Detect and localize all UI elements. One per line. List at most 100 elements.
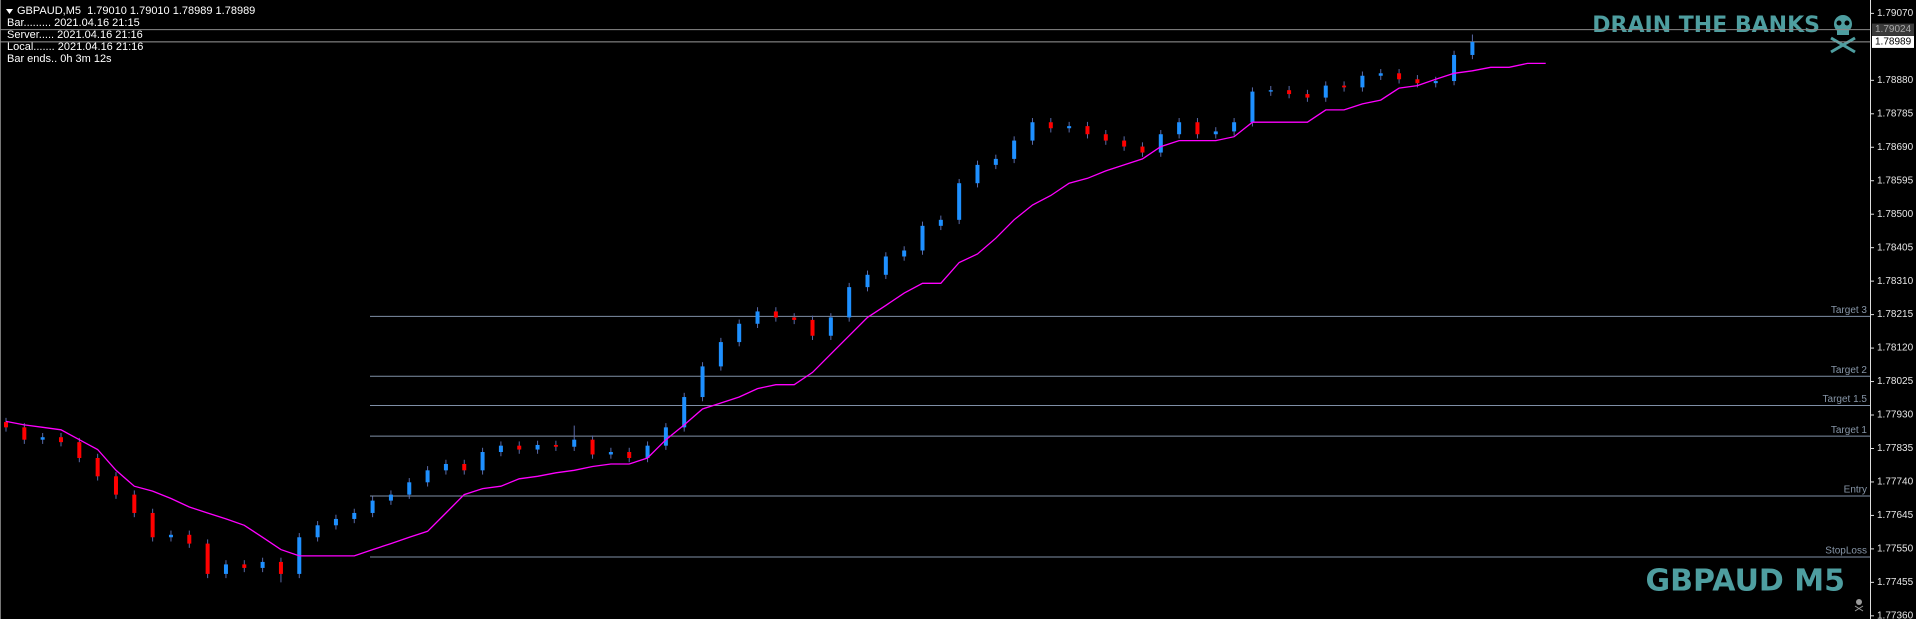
candle-body [205, 543, 210, 574]
y-tick-label: 1.77740 [1877, 477, 1914, 488]
candle-body [443, 463, 448, 471]
candle-body [1470, 41, 1475, 55]
candle-body [22, 427, 27, 440]
info-line: Bar......... 2021.04.16 21:15 [7, 17, 140, 29]
y-tick-label: 1.78690 [1877, 142, 1914, 153]
candle-body [737, 323, 742, 343]
dropdown-icon[interactable] [6, 9, 13, 14]
candle-body [810, 319, 815, 336]
candle-body [315, 525, 320, 538]
y-tick-label: 1.77835 [1877, 443, 1914, 454]
info-line: Bar ends.. 0h 3m 12s [7, 53, 112, 65]
y-tick-label: 1.77645 [1877, 510, 1914, 521]
candle-body [1305, 94, 1310, 98]
level-label: Target 3 [1831, 305, 1868, 316]
candle-body [1250, 91, 1255, 123]
candle-body [150, 512, 155, 538]
candle-body [40, 437, 45, 440]
bid-label: 1.78989 [1875, 37, 1912, 48]
candle-body [847, 287, 852, 318]
candle-body [425, 470, 430, 483]
candle-body [1232, 122, 1237, 132]
candle-body [223, 564, 228, 574]
candle-body [1103, 134, 1108, 141]
candle-body [1378, 73, 1383, 76]
y-tick-label: 1.78120 [1877, 343, 1914, 354]
skull-icon [1830, 15, 1856, 54]
candle-body [627, 452, 632, 458]
candle-body [1433, 81, 1438, 84]
y-tick-label: 1.77550 [1877, 544, 1914, 555]
candle-body [242, 564, 247, 568]
candle-body [1140, 146, 1145, 153]
candle-body [682, 397, 687, 428]
candle-body [1452, 54, 1457, 82]
candle-body [1415, 79, 1420, 84]
candle-body [77, 442, 82, 458]
candle-body [645, 445, 650, 458]
symbol-label: GBPAUD M5 [1646, 564, 1845, 599]
candle-body [663, 427, 668, 446]
candle-body [4, 422, 8, 428]
candle-body [1213, 131, 1218, 135]
candle-body [792, 317, 797, 320]
y-tick-label: 1.78025 [1877, 376, 1914, 387]
candle-body [865, 274, 870, 288]
candle-body [700, 366, 705, 398]
candle-body [498, 445, 503, 453]
candle-body [1177, 122, 1182, 135]
candle-body [1360, 75, 1365, 88]
candle-body [370, 500, 375, 513]
ask-label: 1.79024 [1875, 24, 1912, 35]
candle-body [1085, 126, 1090, 135]
y-tick-label: 1.78500 [1877, 209, 1914, 220]
y-tick-label: 1.78880 [1877, 75, 1914, 86]
candle-body [1067, 126, 1072, 129]
info-line: Local....... 2021.04.16 21:16 [7, 41, 143, 53]
candle-body [975, 164, 980, 184]
candle-body [1012, 140, 1017, 159]
overlay-line [5, 62, 1546, 557]
y-tick-label: 1.78595 [1877, 175, 1914, 186]
level-label: Target 2 [1831, 365, 1868, 376]
candle-body [462, 463, 467, 471]
bid-box [1872, 35, 1914, 48]
candle-body [407, 482, 412, 495]
candle-body [1158, 134, 1163, 153]
candle-body [260, 561, 265, 568]
y-tick-label: 1.78215 [1877, 309, 1914, 320]
candle-body [352, 512, 357, 519]
candle-body [1323, 85, 1328, 98]
candle-body [95, 457, 100, 477]
candle-body [718, 342, 723, 367]
small-skull-icon [1854, 599, 1864, 612]
candle-body [113, 476, 118, 495]
candle-body [535, 444, 540, 450]
y-tick-label: 1.78785 [1877, 108, 1914, 119]
y-tick-label: 1.79070 [1877, 8, 1914, 19]
level-label: StopLoss [1825, 546, 1867, 557]
candle-body [608, 452, 613, 455]
ask-box [1872, 23, 1914, 36]
candle-body [993, 158, 998, 165]
y-tick-label: 1.77930 [1877, 410, 1914, 421]
watermark: DRAIN THE BANKS [1592, 13, 1820, 38]
candle-body [828, 317, 833, 336]
candle-body [58, 437, 63, 443]
y-tick-label: 1.78310 [1877, 276, 1914, 287]
candle-body [553, 444, 558, 447]
candle-body [1268, 90, 1273, 92]
level-label: Target 1.5 [1823, 394, 1868, 405]
candle-body [920, 225, 925, 251]
candle-body [590, 439, 595, 455]
candle-body [1287, 90, 1292, 95]
info-line: GBPAUD,M5 1.79010 1.79010 1.78989 1.7898… [17, 5, 255, 17]
info-line: Server..... 2021.04.16 21:16 [7, 29, 143, 41]
y-tick-label: 1.77455 [1877, 577, 1914, 588]
candle-body [480, 452, 485, 471]
candle-body [883, 256, 888, 275]
level-label: Entry [1844, 485, 1867, 496]
